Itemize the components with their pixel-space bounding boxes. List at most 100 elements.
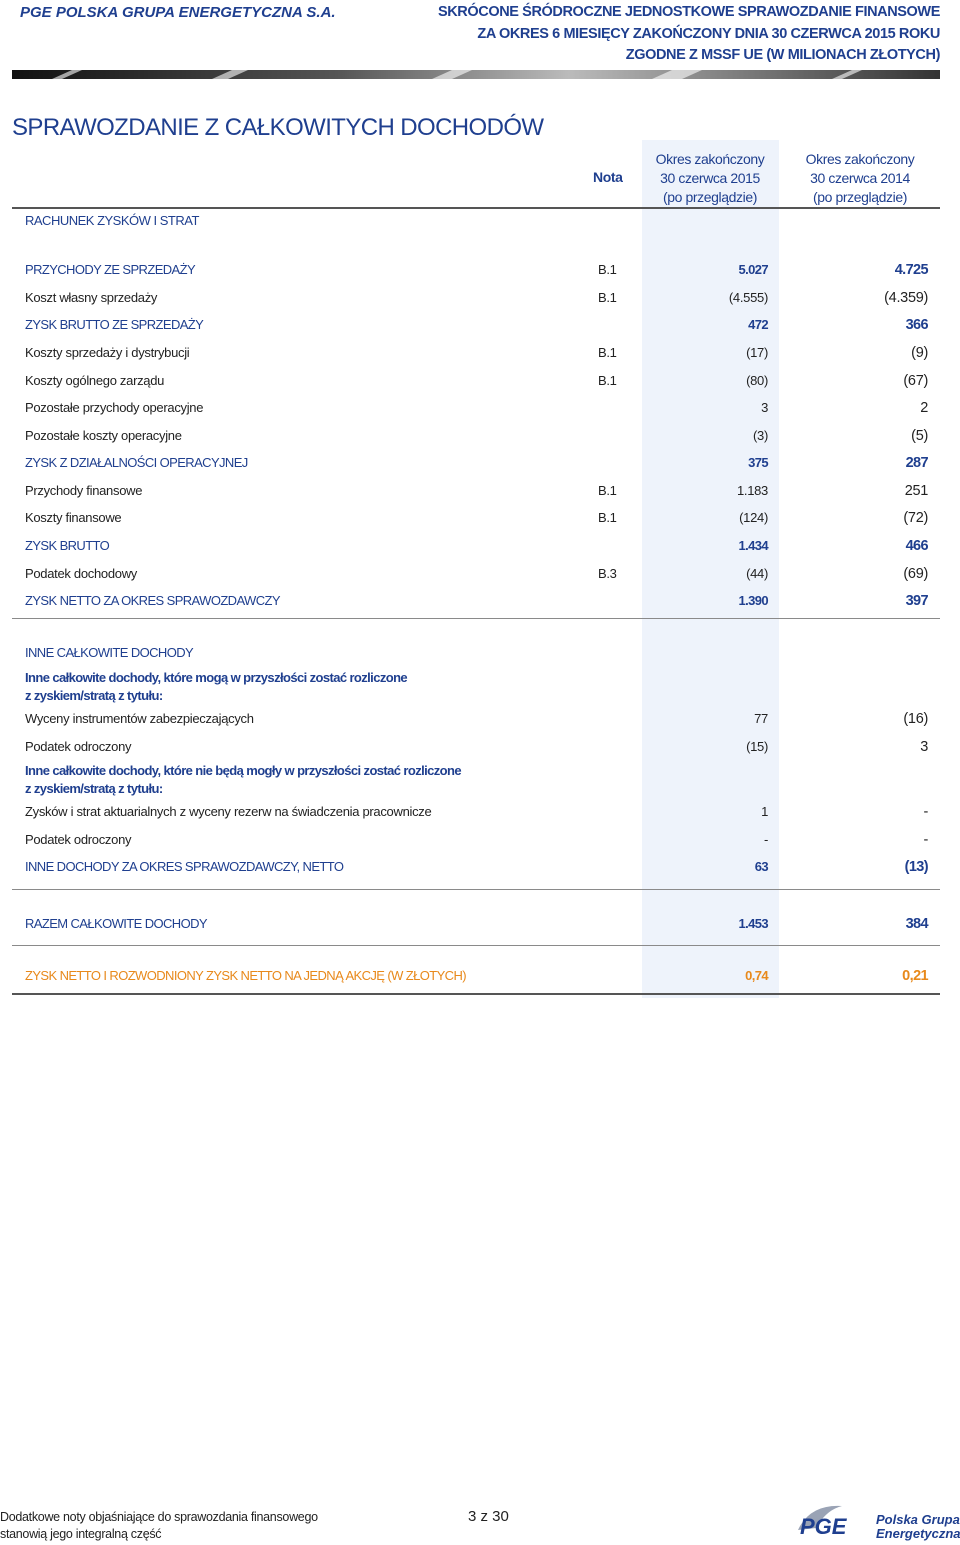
row-value: 1.183	[736, 483, 768, 498]
footer-note: Dodatkowe noty objaśniające do sprawozda…	[0, 1510, 318, 1524]
row-label: z zyskiem/stratą z tytułu:	[25, 781, 163, 796]
row-label: PRZYCHODY ZE SPRZEDAŻY	[25, 262, 196, 277]
row-note: B.3	[598, 566, 617, 581]
row-label: ZYSK NETTO ZA OKRES SPRAWOZDAWCZY	[25, 593, 281, 608]
row-value: 466	[905, 538, 929, 554]
row-label: INNE CAŁKOWITE DOCHODY	[25, 645, 194, 660]
row-value: 1	[761, 804, 768, 819]
column-header: 30 czerwca 2014	[810, 170, 910, 186]
row-value: (3)	[753, 428, 768, 443]
row-note: B.1	[598, 262, 617, 277]
page-number: 3 z 30	[468, 1508, 509, 1525]
row-label: Podatek odroczony	[25, 739, 132, 754]
row-value: 0,74	[745, 968, 769, 983]
row-label: Koszty sprzedaży i dystrybucji	[25, 345, 190, 360]
logo-name: Polska Grupa	[876, 1512, 960, 1527]
row-note: B.1	[598, 345, 617, 360]
row-value: 384	[905, 916, 929, 932]
row-value: (4.359)	[884, 290, 928, 306]
column-header: RACHUNEK ZYSKÓW I STRAT	[25, 213, 199, 228]
row-note: B.1	[598, 290, 617, 305]
row-value: (15)	[746, 739, 768, 754]
row-label: Zysków i strat aktuarialnych z wyceny re…	[25, 804, 432, 819]
row-value: 1.434	[738, 538, 768, 553]
row-value: (72)	[903, 510, 928, 526]
row-label: Koszty finansowe	[25, 510, 122, 525]
row-value: (13)	[904, 859, 929, 875]
row-value: -	[923, 832, 928, 848]
row-label: ZYSK BRUTTO ZE SPRZEDAŻY	[25, 317, 204, 332]
row-value: 1.453	[738, 916, 768, 931]
row-label: Pozostałe przychody operacyjne	[25, 400, 204, 415]
rule	[12, 889, 940, 890]
row-value: (67)	[903, 373, 928, 389]
company: PGE POLSKA GRUPA ENERGETYCZNA S.A.	[20, 4, 336, 21]
row-label: ZYSK Z DZIAŁALNOŚCI OPERACYJNEJ	[25, 455, 248, 470]
logo-name: Energetyczna	[876, 1526, 960, 1541]
row-label: Koszty ogólnego zarządu	[25, 373, 165, 388]
row-value: (9)	[911, 345, 928, 361]
row-label: z zyskiem/stratą z tytułu:	[25, 688, 163, 703]
header-rule	[12, 207, 940, 209]
row-value: 472	[748, 317, 768, 332]
row-label: Pozostałe koszty operacyjne	[25, 428, 182, 443]
row-note: B.1	[598, 483, 617, 498]
logo-text: PGE	[800, 1514, 848, 1539]
rule	[12, 993, 940, 995]
column-header: 30 czerwca 2015	[660, 170, 760, 186]
footer-note: stanowią jego integralną część	[0, 1527, 162, 1541]
row-value: 287	[905, 455, 929, 471]
row-value: (44)	[746, 566, 768, 581]
row-value: (5)	[911, 428, 928, 444]
logo-mark: PGE	[798, 1505, 848, 1539]
row-label: ZYSK BRUTTO	[25, 538, 110, 553]
row-note: B.1	[598, 510, 617, 525]
row-value: 1.390	[738, 593, 768, 608]
section-title: SPRAWOZDANIE Z CAŁKOWITYCH DOCHODÓW	[12, 114, 544, 141]
row-value: 63	[754, 859, 769, 874]
column-header: Okres zakończony	[805, 151, 915, 167]
row-label: ZYSK NETTO I ROZWODNIONY ZYSK NETTO NA J…	[25, 968, 467, 983]
doc-title: ZGODNE Z MSSF UE (W MILIONACH ZŁOTYCH)	[625, 47, 941, 63]
row-note: B.1	[598, 373, 617, 388]
column-highlight	[642, 140, 779, 998]
row-value: (17)	[746, 345, 768, 360]
row-value: (124)	[739, 510, 768, 525]
row-value: 3	[761, 400, 768, 415]
rule	[12, 945, 940, 946]
column-header: (po przeglądzie)	[813, 189, 907, 205]
header-stripe	[12, 70, 940, 79]
rule	[12, 618, 940, 619]
column-header: Nota	[593, 169, 623, 185]
doc-title: ZA OKRES 6 MIESIĘCY ZAKOŃCZONY DNIA 30 C…	[477, 26, 940, 42]
row-value: (80)	[746, 373, 768, 388]
column-header: Okres zakończony	[655, 151, 765, 167]
row-label: RAZEM CAŁKOWITE DOCHODY	[25, 916, 208, 931]
row-value: 397	[905, 593, 929, 609]
row-value: (4.555)	[728, 290, 768, 305]
row-value: 375	[748, 455, 768, 470]
row-value: 366	[905, 317, 929, 333]
column-header: (po przeglądzie)	[663, 189, 757, 205]
row-value: -	[763, 832, 768, 847]
row-value: -	[923, 804, 928, 820]
row-value: 5.027	[738, 262, 768, 277]
row-label: Inne całkowite dochody, które nie będą m…	[25, 763, 462, 778]
doc-title: SKRÓCONE ŚRÓDROCZNE JEDNOSTKOWE SPRAWOZD…	[437, 4, 940, 20]
row-value: 77	[754, 711, 768, 726]
row-value: 3	[920, 739, 928, 755]
row-value: (69)	[903, 566, 928, 582]
row-label: Podatek odroczony	[25, 832, 132, 847]
row-label: Wyceny instrumentów zabezpieczających	[25, 711, 254, 726]
row-value: 4.725	[894, 262, 929, 278]
row-value: 2	[920, 400, 928, 416]
row-label: Koszt własny sprzedaży	[25, 290, 158, 305]
row-label: Przychody finansowe	[25, 483, 143, 498]
row-label: Inne całkowite dochody, które mogą w prz…	[25, 670, 408, 685]
row-value: 0,21	[902, 968, 928, 984]
row-value: (16)	[903, 711, 928, 727]
row-label: Podatek dochodowy	[25, 566, 137, 581]
row-value: 251	[904, 483, 929, 499]
row-label: INNE DOCHODY ZA OKRES SPRAWOZDAWCZY, NET…	[25, 859, 344, 874]
